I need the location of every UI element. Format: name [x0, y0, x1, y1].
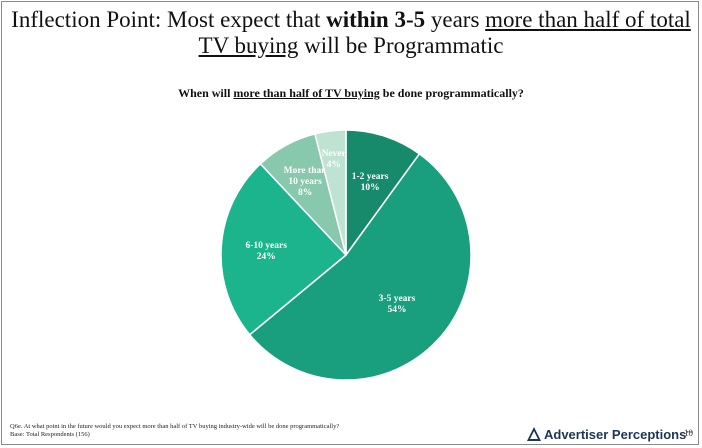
slice-category-label: 1-2 years — [352, 172, 389, 182]
slice-category-label: 10 years — [288, 177, 322, 187]
question-suffix: be done programmatically? — [379, 86, 524, 100]
slice-value-label: 54% — [388, 305, 407, 315]
footnote-base: Base: Total Respondents (156) — [10, 431, 90, 438]
question-prefix: When will — [178, 86, 234, 100]
slice-value-label: 24% — [257, 252, 276, 262]
logo-triangle-icon — [527, 427, 541, 441]
slice-category-label: Never — [322, 149, 347, 159]
slice-value-label: 10% — [361, 183, 380, 193]
chart-question-title: When will more than half of TV buying be… — [0, 86, 702, 101]
slice-value-label: 8% — [298, 188, 312, 198]
slice-category-label: 6-10 years — [245, 241, 287, 251]
title-text-middle: years — [425, 7, 486, 32]
title-text-suffix: will be Programmatic — [298, 33, 504, 58]
footnote-question: Q6e. At what point in the future would y… — [10, 423, 340, 430]
question-underlined: more than half of TV buying — [233, 86, 380, 100]
pie-slice-1-2-years — [345, 129, 421, 258]
title-text-bold: within 3-5 — [326, 7, 426, 32]
pie-slice-never — [313, 129, 347, 256]
logo-trademark: ™ — [686, 431, 693, 437]
title-text-underlined-2: TV buying — [198, 33, 299, 58]
slice-category-label: More than — [284, 166, 328, 176]
logo-text: Advertiser Perceptions — [544, 426, 687, 442]
pie-slice-6-10-years — [220, 162, 348, 336]
page-number: 10 — [684, 428, 693, 438]
slice-category-label: 3-5 years — [379, 294, 416, 304]
title-text-underlined: more than half of total — [485, 7, 691, 32]
advertiser-perceptions-logo: Advertiser Perceptions ™ — [527, 425, 692, 443]
slide-title-line-1: Inflection Point: Most expect that withi… — [0, 6, 702, 34]
slide-title-line-2: TV buying will be Programmatic — [0, 32, 702, 60]
pie-slice-3-5-years — [248, 152, 472, 381]
title-text-prefix: Inflection Point: Most expect that — [11, 7, 327, 32]
slice-value-label: 4% — [327, 160, 341, 170]
